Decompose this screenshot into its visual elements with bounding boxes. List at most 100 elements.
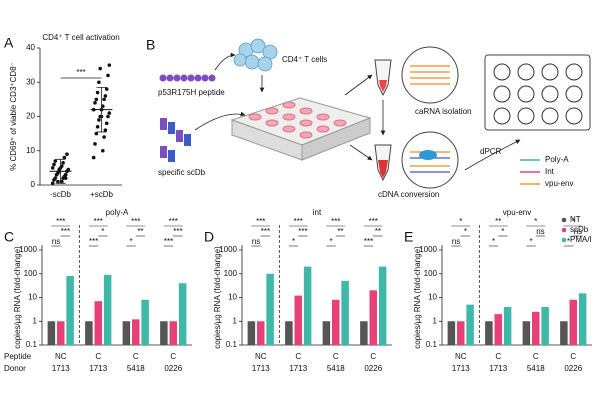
significance-label: * [459, 217, 462, 226]
panel-letter: E [404, 229, 413, 245]
significance-label: * [492, 237, 495, 246]
data-point [104, 87, 109, 91]
y-axis-label: % CD69⁺ of viable CD3⁺CD8⁻ [9, 62, 18, 171]
data-point [53, 176, 58, 180]
significance-label: * [572, 217, 575, 226]
panel-letter: D [204, 229, 214, 245]
arrow [194, 111, 246, 131]
data-point [94, 97, 99, 102]
y-axis-label: copies/µg RNA (fold-change) [213, 246, 222, 349]
data-point [91, 155, 96, 160]
significance-label: *** [131, 217, 140, 226]
y-tick-label: 1000 [219, 245, 237, 254]
data-point [98, 66, 102, 71]
zoom-circle [401, 131, 459, 189]
significance-label: ns [52, 237, 60, 246]
significance-label: *** [298, 227, 307, 236]
bar [369, 290, 377, 345]
isolation-label: caRNA isolation [415, 107, 471, 116]
legend-label: PMA/I [570, 235, 592, 244]
significance-label: ** [495, 217, 501, 226]
bar [322, 321, 331, 345]
x-tick-label: 1713 [452, 364, 470, 373]
x-tick-label: C [333, 352, 339, 361]
bar [257, 321, 265, 345]
significance-label: *** [169, 217, 178, 226]
y-tick-label: 0.1 [426, 340, 438, 349]
target-label: Int [545, 167, 555, 176]
x-tick-label: 0226 [164, 364, 182, 373]
x-tick-label: 1713 [289, 364, 307, 373]
scdb-icons [160, 118, 191, 162]
x-tick-label: C [495, 352, 501, 361]
y-tick-label: 1 [33, 316, 38, 325]
y-tick-label: 20 [26, 112, 35, 121]
bar [466, 304, 474, 345]
data-point [93, 142, 97, 146]
row-label: Peptide [4, 352, 32, 361]
data-point [107, 111, 112, 115]
bar [532, 311, 540, 345]
significance-label: *** [89, 237, 98, 246]
significance-label: ns [536, 227, 544, 236]
peptide-label: p53R175H peptide [158, 88, 225, 97]
arrow [214, 52, 236, 71]
data-point [103, 94, 108, 98]
panel-letter: C [4, 229, 14, 245]
x-tick-label: C [295, 352, 301, 361]
data-point [61, 160, 65, 165]
x-tick-label: 1713 [52, 364, 70, 373]
y-tick-label: 100 [24, 269, 38, 278]
legend-label: NT [570, 215, 581, 224]
data-point [102, 97, 106, 102]
x-tick-label: C [370, 352, 376, 361]
legend-swatch [561, 217, 567, 223]
x-tick-label: 1713 [252, 364, 270, 373]
bar [294, 295, 302, 345]
bar [266, 273, 274, 345]
bar [503, 306, 512, 345]
bar [94, 301, 102, 345]
y-tick-label: 10 [428, 293, 437, 302]
bar [66, 276, 74, 345]
significance-label: * [530, 237, 533, 246]
significance-label: *** [56, 217, 65, 226]
bar [578, 293, 587, 345]
x-tick-label: 5418 [127, 364, 145, 373]
y-tick-label: 10 [228, 293, 237, 302]
data-point [53, 159, 58, 163]
y-tick-label: 1000 [19, 245, 37, 254]
data-point [56, 179, 60, 184]
data-point [63, 176, 68, 180]
diagram: B p53R175H peptide specific scDb CD4⁺ T … [146, 37, 591, 199]
peptide-chain [159, 74, 216, 82]
x-tick-label: 0226 [564, 364, 582, 373]
significance-label: ** [337, 227, 343, 236]
x-tick-label: 0226 [364, 364, 382, 373]
row-label: Donor [4, 364, 26, 373]
bar [569, 299, 577, 345]
y-tick-label: 40 [26, 43, 35, 52]
bar [522, 321, 531, 345]
y-tick-label: 100 [224, 269, 238, 278]
bar [447, 321, 456, 345]
data-point [63, 172, 68, 177]
data-point [54, 172, 59, 177]
bar [285, 321, 293, 345]
x-tick-label: C [570, 352, 576, 361]
cells [233, 38, 278, 72]
significance-label: *** [294, 217, 303, 226]
zoom-circle [401, 46, 459, 104]
data-point [97, 80, 101, 85]
significance-label: *** [261, 227, 270, 236]
data-point [52, 162, 56, 167]
sd-bar [55, 158, 66, 184]
target-key: Poly-A Int vpu-env [520, 155, 573, 188]
data-point [102, 135, 106, 139]
x-tick-label: +scDb [90, 190, 113, 199]
tube [374, 59, 392, 97]
y-tick-label: 30 [26, 77, 35, 86]
y-tick-label: 0 [31, 180, 36, 189]
significance-label: ns [574, 227, 582, 236]
